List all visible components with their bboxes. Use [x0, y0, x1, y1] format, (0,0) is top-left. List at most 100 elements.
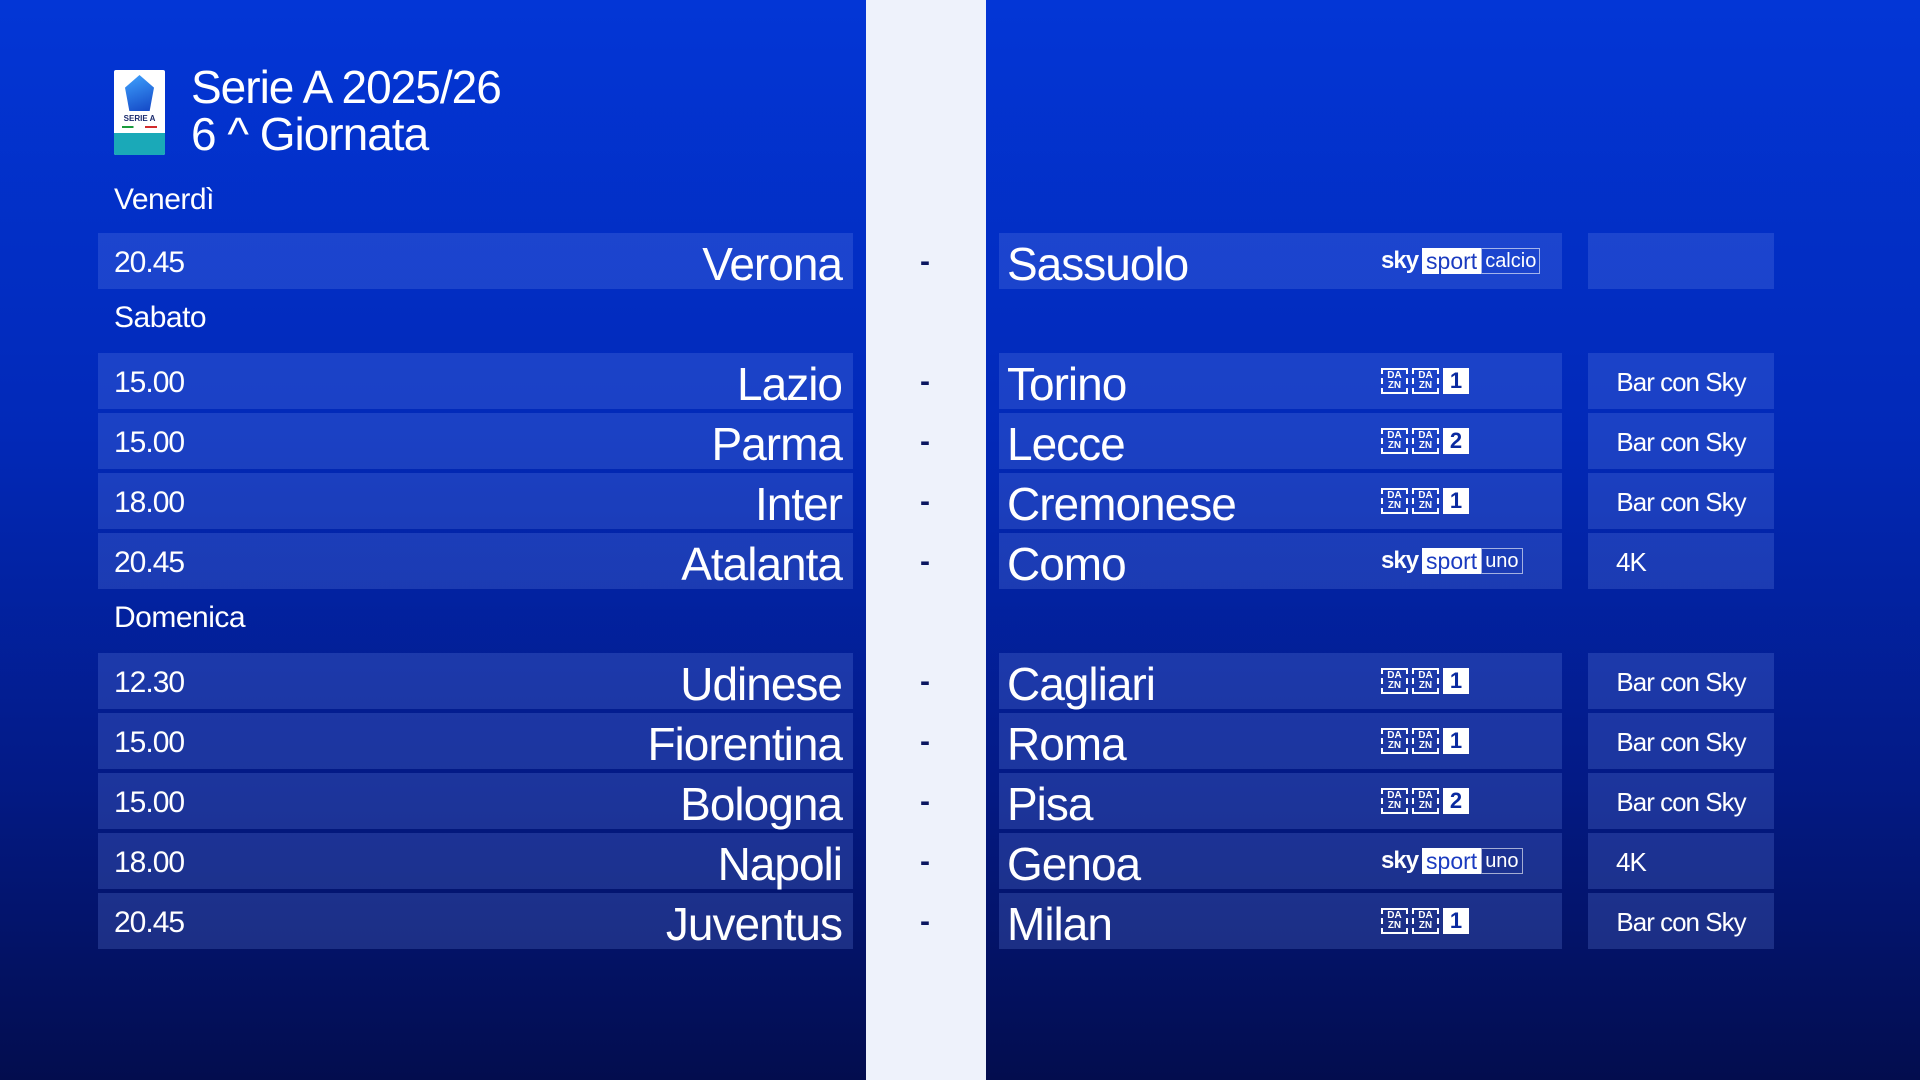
home-panel: 12.30 Udinese	[98, 653, 853, 710]
away-panel: Sassuolo sky sport calcio	[999, 233, 1562, 290]
sky-sport-channel-logo: sky sport calcio	[1381, 247, 1541, 274]
dazn-channel-logo: DA ZN DA ZN 1	[1381, 368, 1469, 394]
away-team: Lecce	[1007, 418, 1126, 470]
away-team: Como	[1007, 538, 1127, 590]
away-panel: Como sky sport uno	[999, 533, 1562, 590]
away-team: Pisa	[1007, 778, 1093, 830]
away-team: Sassuolo	[1007, 238, 1189, 290]
dazn-channel-logo: DA ZN DA ZN 1	[1381, 488, 1469, 514]
sport-logo-text: sport	[1422, 548, 1482, 574]
sky-logo-text: sky	[1381, 547, 1419, 574]
home-panel: 15.00 Fiorentina	[98, 713, 853, 770]
dazn-channel-logo: DA ZN DA ZN 1	[1381, 668, 1469, 694]
dazn-icon: DA ZN	[1381, 368, 1408, 394]
home-panel: 15.00 Bologna	[98, 773, 853, 830]
4k-badge: 4K	[1616, 547, 1647, 577]
availability-box: Bar con Sky	[1588, 353, 1774, 409]
home-panel: 20.45 Verona	[98, 233, 853, 290]
dazn-channel-logo: DA ZN DA ZN 1	[1381, 908, 1469, 934]
dazn-icon: DA ZN	[1381, 428, 1408, 454]
center-divider-strip	[866, 0, 986, 1080]
channel-number: 1	[1443, 908, 1469, 934]
channel-number: 1	[1443, 368, 1469, 394]
away-panel: Cremonese DA ZN DA ZN 1	[999, 473, 1562, 530]
dazn-channel-logo: DA ZN DA ZN 2	[1381, 788, 1469, 814]
away-team: Genoa	[1007, 838, 1141, 890]
availability-box: Bar con Sky	[1588, 473, 1774, 529]
day-label: Sabato	[114, 301, 207, 334]
sky-logo-text: sky	[1381, 847, 1419, 874]
dazn-icon: DA ZN	[1381, 908, 1408, 934]
page-title: Serie A 2025/26	[191, 61, 502, 113]
channel-number: 2	[1443, 428, 1469, 454]
sponsor-band	[114, 133, 165, 155]
channel-number: 2	[1443, 788, 1469, 814]
availability-box: Bar con Sky	[1588, 713, 1774, 769]
match-row: 20.45 Verona - Sassuolo sky sport calcio	[0, 233, 1920, 290]
match-row: 15.00 Fiorentina - Roma DA ZN DA ZN 1 Bar con Sky	[0, 713, 1920, 770]
home-panel: 15.00 Lazio	[98, 353, 853, 410]
home-team: Juventus	[665, 898, 843, 950]
italian-flag-stripe	[122, 126, 157, 128]
channel-number: 1	[1443, 488, 1469, 514]
versus-separator: -	[920, 785, 930, 818]
kickoff-time: 15.00	[114, 726, 185, 759]
home-team: Inter	[754, 478, 843, 530]
dazn-icon: DA ZN	[1381, 668, 1408, 694]
home-panel: 15.00 Parma	[98, 413, 853, 470]
dazn-icon: DA ZN	[1381, 728, 1408, 754]
away-team: Torino	[1007, 358, 1127, 410]
dazn-icon: DA ZN	[1412, 728, 1439, 754]
sky-sport-channel-logo: sky sport uno	[1381, 547, 1523, 574]
dazn-icon: DA ZN	[1412, 668, 1439, 694]
versus-separator: -	[920, 545, 930, 578]
bar-con-sky-label: Bar con Sky	[1616, 787, 1746, 817]
channel-number: 1	[1443, 668, 1469, 694]
away-panel: Milan DA ZN DA ZN 1	[999, 893, 1562, 950]
versus-separator: -	[920, 725, 930, 758]
match-row: 15.00 Parma - Lecce DA ZN DA ZN 2 Bar con Sky	[0, 413, 1920, 470]
home-team: Lazio	[737, 358, 843, 410]
match-row: 15.00 Lazio - Torino DA ZN DA ZN 1 Bar con Sky	[0, 353, 1920, 410]
dazn-icon: DA ZN	[1412, 788, 1439, 814]
home-team: Parma	[711, 418, 843, 470]
away-team: Milan	[1007, 898, 1113, 950]
4k-badge: 4K	[1616, 847, 1647, 877]
kickoff-time: 12.30	[114, 666, 185, 699]
match-row: 20.45 Atalanta - Como sky sport uno 4K	[0, 533, 1920, 590]
away-panel: Torino DA ZN DA ZN 1	[999, 353, 1562, 410]
serie-a-shield-icon	[125, 75, 154, 111]
home-panel: 18.00 Inter	[98, 473, 853, 530]
availability-box: 4K	[1588, 533, 1774, 589]
sky-sport-channel-logo: sky sport uno	[1381, 847, 1523, 874]
home-team: Napoli	[717, 838, 843, 890]
availability-box: 4K	[1588, 833, 1774, 889]
round-subtitle: 6 ^ Giornata	[191, 108, 429, 160]
dazn-channel-logo: DA ZN DA ZN 1	[1381, 728, 1469, 754]
kickoff-time: 20.45	[114, 906, 185, 939]
kickoff-time: 20.45	[114, 546, 185, 579]
bar-con-sky-label: Bar con Sky	[1616, 907, 1746, 937]
home-team: Fiorentina	[647, 718, 843, 770]
away-team: Cagliari	[1007, 658, 1156, 710]
match-row: 15.00 Bologna - Pisa DA ZN DA ZN 2 Bar con Sky	[0, 773, 1920, 830]
day-label: Domenica	[114, 601, 246, 634]
match-row: 18.00 Napoli - Genoa sky sport uno 4K	[0, 833, 1920, 890]
bar-con-sky-label: Bar con Sky	[1616, 427, 1746, 457]
home-panel: 20.45 Atalanta	[98, 533, 853, 590]
kickoff-time: 20.45	[114, 246, 185, 279]
kickoff-time: 15.00	[114, 426, 185, 459]
home-team: Verona	[702, 238, 843, 290]
home-team: Atalanta	[681, 538, 843, 590]
kickoff-time: 15.00	[114, 786, 185, 819]
home-panel: 20.45 Juventus	[98, 893, 853, 950]
dazn-icon: DA ZN	[1381, 788, 1408, 814]
availability-box	[1588, 233, 1774, 289]
channel-name: uno	[1481, 848, 1523, 874]
home-team: Udinese	[680, 658, 843, 710]
versus-separator: -	[920, 905, 930, 938]
away-panel: Roma DA ZN DA ZN 1	[999, 713, 1562, 770]
availability-box: Bar con Sky	[1588, 893, 1774, 949]
availability-box: Bar con Sky	[1588, 413, 1774, 469]
dazn-icon: DA ZN	[1412, 368, 1439, 394]
